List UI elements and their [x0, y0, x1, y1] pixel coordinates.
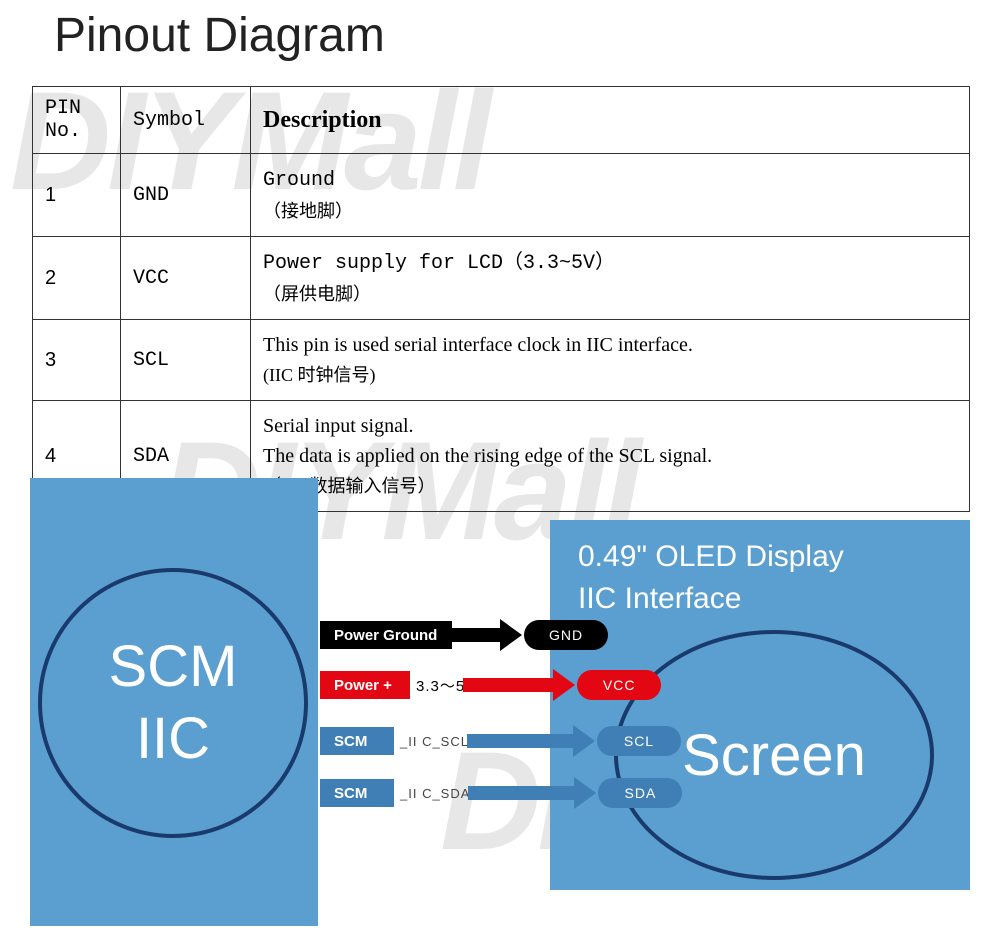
- table-header-row: PIN No. Symbol Description: [33, 87, 970, 154]
- arrow-shaft: [452, 628, 500, 642]
- desc-line: Power supply for LCD（3.3~5V）: [263, 252, 615, 275]
- connection-tag: SCM: [320, 727, 394, 755]
- pinout-table: PIN No. Symbol Description 1 GND Ground …: [32, 86, 970, 512]
- arrow-head-icon: [573, 725, 595, 757]
- arrow-shaft: [467, 734, 573, 748]
- desc-line: The data is applied on the rising edge o…: [263, 445, 712, 467]
- cell-pin: 1: [33, 154, 121, 237]
- cell-symbol: SCL: [121, 320, 251, 401]
- desc-line: Serial input signal.: [263, 415, 414, 437]
- scm-label-line1: SCM: [109, 631, 238, 704]
- pin-pill: VCC: [577, 670, 661, 700]
- screen-header: 0.49" OLED Display IIC Interface: [578, 536, 844, 620]
- desc-line-cn: （屏供电脚）: [263, 284, 371, 304]
- connection-tag: SCM: [320, 779, 394, 807]
- arrow-head-icon: [500, 619, 522, 651]
- cell-pin: 3: [33, 320, 121, 401]
- scm-circle: SCM IIC: [38, 568, 308, 838]
- desc-line-cn: (IIC 时钟信号): [263, 365, 375, 385]
- connection-tag-sub: _II C_SDA: [400, 786, 470, 801]
- desc-line: This pin is used serial interface clock …: [263, 334, 693, 356]
- screen-header-line1: 0.49" OLED Display: [578, 536, 844, 578]
- col-desc-header: Description: [251, 87, 970, 154]
- cell-desc: This pin is used serial interface clock …: [251, 320, 970, 401]
- screen-circle-label: Screen: [682, 722, 866, 789]
- col-symbol-header: Symbol: [121, 87, 251, 154]
- pin-pill: SDA: [598, 778, 682, 808]
- connection-row: Power Ground GND: [320, 620, 608, 650]
- connection-tag: Power +: [320, 671, 410, 699]
- pin-pill: GND: [524, 620, 608, 650]
- cell-desc: Ground （接地脚）: [251, 154, 970, 237]
- connection-tag: Power Ground: [320, 621, 452, 649]
- connection-row: SCM _II C_SCL SCL: [320, 726, 681, 756]
- cell-symbol: VCC: [121, 237, 251, 320]
- arrow-shaft: [468, 786, 574, 800]
- connection-tag-sub: 3.3～5: [416, 675, 465, 696]
- cell-desc: Power supply for LCD（3.3~5V） （屏供电脚）: [251, 237, 970, 320]
- arrow-head-icon: [574, 777, 596, 809]
- col-pin-header: PIN No.: [33, 87, 121, 154]
- pin-pill: SCL: [597, 726, 681, 756]
- table-row: 1 GND Ground （接地脚）: [33, 154, 970, 237]
- scm-label-line2: IIC: [136, 703, 210, 776]
- connection-tag-sub: _II C_SCL: [400, 734, 469, 749]
- desc-line: Ground: [263, 169, 335, 192]
- cell-pin: 2: [33, 237, 121, 320]
- screen-header-line2: IIC Interface: [578, 578, 844, 620]
- arrow-head-icon: [553, 669, 575, 701]
- connection-row: SCM _II C_SDA SDA: [320, 778, 682, 808]
- desc-line-cn: （接地脚）: [263, 201, 353, 221]
- arrow-shaft: [463, 678, 553, 692]
- page-title: Pinout Diagram: [54, 8, 385, 63]
- connection-row: Power + 3.3～5 VCC: [320, 670, 661, 700]
- table-row: 3 SCL This pin is used serial interface …: [33, 320, 970, 401]
- table-row: 2 VCC Power supply for LCD（3.3~5V） （屏供电脚…: [33, 237, 970, 320]
- connection-diagram: SCM IIC 0.49" OLED Display IIC Interface…: [30, 478, 970, 928]
- cell-symbol: GND: [121, 154, 251, 237]
